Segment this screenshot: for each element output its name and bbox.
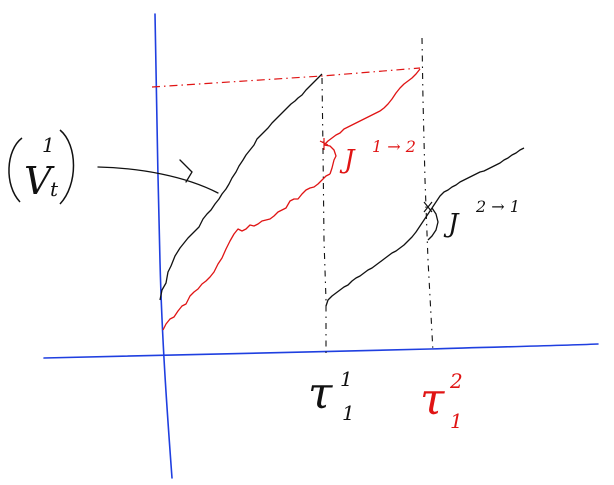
right-paren xyxy=(59,129,75,205)
v-superscript: 1 xyxy=(42,133,55,157)
tau2-vertical-dashdot xyxy=(421,37,434,353)
y-axis xyxy=(154,13,173,479)
guide-lines xyxy=(151,37,434,355)
jump-21-letter: J xyxy=(443,209,460,239)
tau1-vertical-dashdot xyxy=(321,77,327,355)
red-tick-mark xyxy=(319,138,329,150)
tau1-letter: τ xyxy=(308,368,333,419)
tau2-label: τ 2 1 xyxy=(420,369,463,433)
jump-12-bracket xyxy=(323,144,337,175)
v-letter: V xyxy=(24,159,55,203)
tau2-sub: 1 xyxy=(450,409,463,433)
process-1-black-path-after xyxy=(325,207,433,307)
annotation-arrow xyxy=(97,159,219,194)
jump-21-super: 2 → 1 xyxy=(475,197,520,216)
left-paren xyxy=(8,137,23,203)
jump-12-letter: J xyxy=(339,145,356,175)
red-horizontal-dashdot xyxy=(151,67,421,88)
jump-21-label: J 2 → 1 xyxy=(443,197,520,239)
process-1-black-path xyxy=(159,73,323,301)
tau1-label: τ 1 1 xyxy=(308,367,355,425)
tau1-sub: 1 xyxy=(342,401,355,425)
cross-mark xyxy=(423,201,433,213)
process-2-red-path xyxy=(162,173,331,331)
v-subscript: t xyxy=(50,177,59,201)
x-axis xyxy=(43,343,599,359)
jump-12-label: J 1 → 2 xyxy=(339,137,416,175)
tau1-super: 1 xyxy=(340,367,353,391)
jump-12-super: 1 → 2 xyxy=(372,137,416,156)
jump-21-bracket xyxy=(427,207,439,241)
tau2-super: 2 xyxy=(449,369,463,393)
process-1-black-path-end xyxy=(431,147,525,209)
tau2-letter: τ xyxy=(420,374,445,425)
axes xyxy=(43,13,599,479)
process-2-red-path-after xyxy=(323,68,421,146)
process-label: V 1 t xyxy=(8,129,75,205)
